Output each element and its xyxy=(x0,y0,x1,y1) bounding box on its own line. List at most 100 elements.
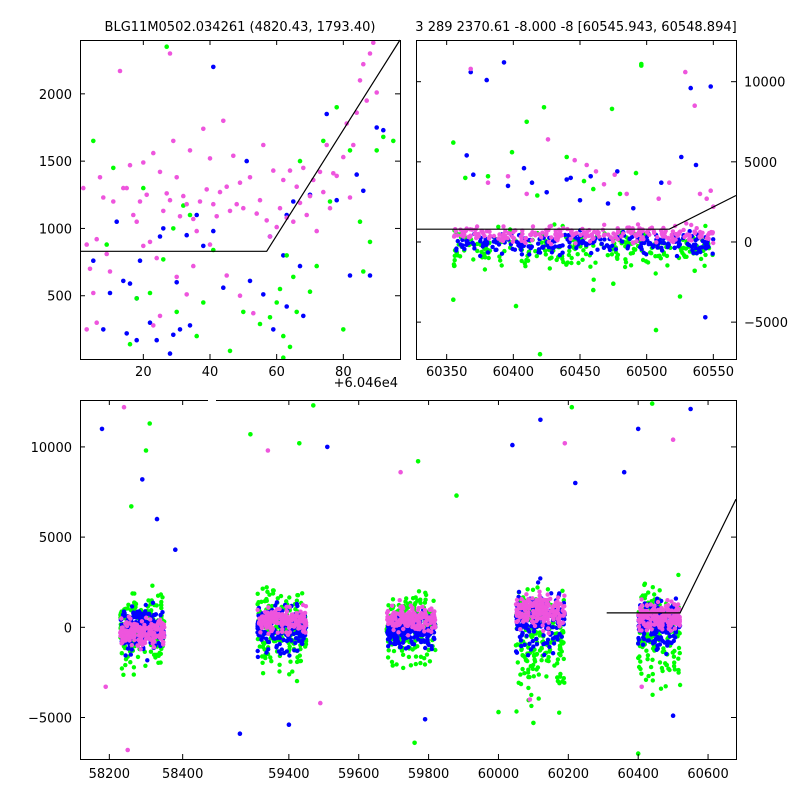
data-point xyxy=(697,191,703,197)
data-point xyxy=(510,234,515,240)
data-point xyxy=(543,227,549,233)
data-point xyxy=(111,199,116,204)
data-point xyxy=(561,600,567,606)
data-point xyxy=(541,642,546,647)
data-point xyxy=(357,78,363,83)
data-point xyxy=(454,248,459,253)
data-point xyxy=(405,622,411,627)
data-point xyxy=(558,601,563,606)
data-point xyxy=(518,627,523,632)
data-point xyxy=(404,596,409,601)
data-point xyxy=(394,662,399,667)
data-point xyxy=(669,599,674,604)
data-point xyxy=(84,327,89,332)
data-point xyxy=(510,239,516,244)
data-point xyxy=(670,713,676,718)
data-point xyxy=(161,257,166,262)
data-point xyxy=(403,599,408,604)
data-point xyxy=(639,617,644,623)
data-point xyxy=(244,158,249,164)
data-point xyxy=(298,658,304,664)
data-point xyxy=(158,635,164,640)
data-point xyxy=(145,658,150,663)
data-point xyxy=(535,580,541,585)
data-point xyxy=(287,595,292,600)
data-point xyxy=(281,621,286,626)
data-point xyxy=(257,619,262,625)
data-point xyxy=(367,51,373,56)
data-point xyxy=(535,603,540,609)
data-point xyxy=(135,654,141,660)
data-point xyxy=(143,448,149,453)
data-point xyxy=(539,235,544,240)
data-point xyxy=(395,619,400,624)
data-point xyxy=(418,660,423,666)
data-point xyxy=(314,228,320,234)
data-point xyxy=(522,642,527,647)
data-point xyxy=(608,235,613,240)
data-point xyxy=(101,327,106,332)
data-point xyxy=(151,631,156,637)
data-point xyxy=(124,331,129,336)
data-point xyxy=(267,234,273,239)
data-point xyxy=(279,647,284,652)
data-point xyxy=(496,236,501,241)
data-point xyxy=(645,238,650,243)
data-point xyxy=(698,231,703,236)
data-point xyxy=(588,233,593,238)
data-point xyxy=(674,603,679,609)
data-point xyxy=(676,645,682,651)
data-point xyxy=(588,174,593,179)
data-point xyxy=(654,636,659,641)
data-point xyxy=(361,269,366,274)
data-point xyxy=(451,297,456,303)
data-point xyxy=(550,651,556,656)
data-point xyxy=(334,105,340,110)
data-point xyxy=(501,224,506,229)
data-point xyxy=(227,208,233,214)
data-point xyxy=(127,638,132,643)
data-point xyxy=(408,663,414,668)
data-point xyxy=(543,233,549,238)
data-point xyxy=(347,273,353,278)
data-point xyxy=(543,252,548,257)
data-point xyxy=(257,321,263,327)
data-point xyxy=(703,252,708,258)
data-point xyxy=(591,277,596,282)
data-point xyxy=(416,605,421,611)
data-point xyxy=(549,591,554,596)
data-point xyxy=(530,614,535,620)
data-point xyxy=(703,223,708,229)
data-point xyxy=(129,626,134,632)
top-right-model-line xyxy=(416,194,737,230)
data-point xyxy=(573,241,578,246)
data-point xyxy=(496,709,501,715)
data-point xyxy=(539,645,544,651)
data-point xyxy=(261,619,266,624)
data-point xyxy=(274,600,280,605)
data-point xyxy=(291,631,296,637)
data-point xyxy=(514,597,520,603)
data-point xyxy=(154,516,160,522)
data-point xyxy=(417,619,422,625)
data-point xyxy=(650,614,655,619)
data-point xyxy=(524,119,529,125)
top-left-ticks: 20 40 60 80 500 1000 1500 2000 xyxy=(39,40,400,380)
data-point xyxy=(460,237,465,243)
data-point xyxy=(409,612,415,617)
data-point xyxy=(111,165,116,171)
data-point xyxy=(540,245,545,250)
data-point xyxy=(562,232,568,238)
data-point xyxy=(578,232,583,238)
data-point xyxy=(635,222,641,227)
data-point xyxy=(341,154,346,160)
data-point xyxy=(657,660,663,665)
data-point xyxy=(293,636,299,641)
data-point xyxy=(546,658,551,664)
data-point xyxy=(621,469,627,475)
data-point xyxy=(87,266,93,272)
data-point xyxy=(374,125,380,130)
data-point xyxy=(399,616,404,621)
data-point xyxy=(693,237,698,243)
data-point xyxy=(555,637,560,642)
